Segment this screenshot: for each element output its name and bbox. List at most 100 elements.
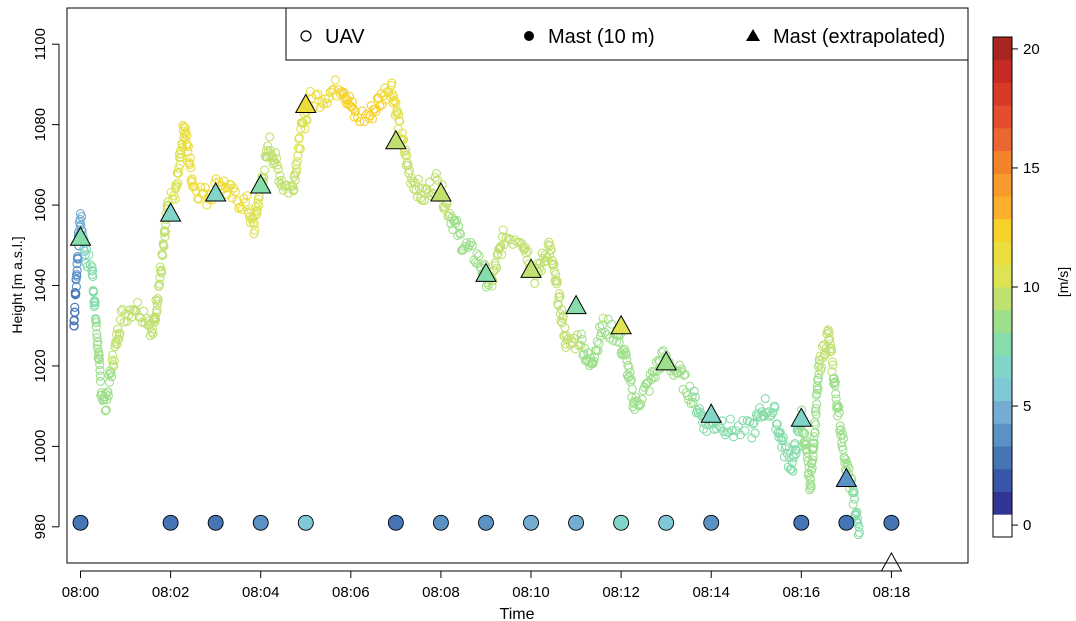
uav-point (445, 209, 455, 219)
uav-point (154, 279, 165, 289)
uav-point (294, 133, 304, 143)
uav-point (330, 75, 340, 85)
mast-10m-point (568, 514, 585, 531)
uav-point (112, 339, 122, 349)
uav-point (807, 444, 817, 454)
uav-point (175, 159, 185, 170)
uav-point (825, 334, 835, 344)
uav-point (854, 527, 864, 538)
uav-point (508, 239, 518, 249)
uav-point (93, 354, 103, 364)
uav-point (423, 188, 433, 198)
uav-point (439, 204, 449, 214)
legend-mast-label: Mast (10 m) (548, 26, 655, 48)
y-tick-label: 1040 (32, 269, 49, 302)
uav-point (95, 376, 106, 386)
uav-point (600, 327, 610, 337)
legend-mast-symbol (524, 31, 534, 41)
mast-10m-point (252, 514, 269, 531)
mast-10m-point (207, 514, 224, 531)
mast-extrapolated-point (159, 202, 182, 222)
uav-point (603, 314, 613, 324)
colorbar-tick-label: 10 (1023, 279, 1040, 296)
x-axis-label: Time (500, 606, 535, 621)
uav-point (733, 421, 743, 431)
uav-point (152, 299, 162, 309)
uav-point (562, 335, 572, 345)
uav-point (545, 249, 555, 260)
uav-point (430, 173, 440, 183)
uav-point (689, 386, 699, 396)
colorbar-swatch (993, 150, 1012, 174)
uav-point (194, 194, 204, 204)
mast-10m-point (387, 514, 404, 531)
uav-point (740, 426, 750, 436)
x-tick-label: 08:14 (692, 584, 730, 601)
uav-point (240, 197, 251, 207)
uav-point (770, 402, 780, 413)
uav-point (432, 175, 442, 185)
uav-point (158, 250, 168, 260)
uav-point (686, 399, 696, 409)
uav-point (618, 345, 628, 356)
uav-point (263, 141, 273, 151)
uav-point (474, 251, 484, 261)
colorbar-swatch (993, 105, 1012, 129)
uav-point (345, 101, 356, 111)
uav-point (809, 442, 819, 452)
colorbar-swatch (993, 377, 1012, 402)
x-tick-label: 08:12 (602, 584, 640, 601)
mast-extrapolated-point (385, 129, 407, 150)
uav-point (564, 334, 574, 344)
uav-point (786, 464, 796, 474)
y-tick-label: 1000 (32, 430, 49, 463)
colorbar-swatch (993, 287, 1012, 311)
uav-point (805, 479, 815, 489)
uav-point (300, 124, 310, 134)
x-tick-label: 08:02 (152, 584, 190, 601)
uav-point (254, 200, 264, 210)
uav-point (94, 355, 105, 365)
uav-point (91, 317, 102, 328)
uav-point (393, 107, 403, 117)
uav-point (811, 420, 821, 430)
uav-point (252, 209, 262, 219)
legend-box (285, 7, 969, 61)
uav-point (557, 305, 567, 315)
uav-point (104, 377, 115, 387)
uav-point (825, 339, 835, 349)
uav-point (431, 168, 441, 179)
mast-extrapolated-points (69, 93, 903, 572)
colorbar-swatch (993, 264, 1012, 288)
uav-point (290, 169, 300, 179)
uav-point (95, 360, 105, 370)
uav-point (577, 334, 587, 345)
uav-point (463, 243, 473, 253)
uav-point (452, 215, 462, 225)
colorbar: 0 5 10 15 20 (992, 36, 1040, 538)
uav-point (464, 240, 474, 250)
colorbar-swatch (993, 309, 1012, 333)
uav-point (510, 235, 520, 245)
uav-point (249, 229, 259, 239)
uav-point (92, 333, 102, 343)
mast-extrapolated-point (520, 258, 542, 278)
uav-point (266, 145, 276, 155)
uav-point (271, 153, 282, 164)
uav-point (151, 308, 162, 318)
legend-uav-symbol (300, 30, 312, 42)
uav-point (185, 153, 195, 163)
uav-point (757, 407, 767, 417)
uav-point (772, 419, 782, 429)
uav-point (545, 241, 555, 251)
mast-10m-point (297, 514, 314, 531)
mast-extrapolated-point (249, 173, 272, 194)
mast-extrapolated-point (69, 226, 92, 246)
legend-uav-label: UAV (325, 26, 365, 48)
uav-point (71, 288, 81, 299)
uav-point (790, 438, 800, 449)
colorbar-swatch (993, 127, 1012, 152)
uav-point (782, 448, 792, 458)
uav-point (497, 249, 507, 260)
